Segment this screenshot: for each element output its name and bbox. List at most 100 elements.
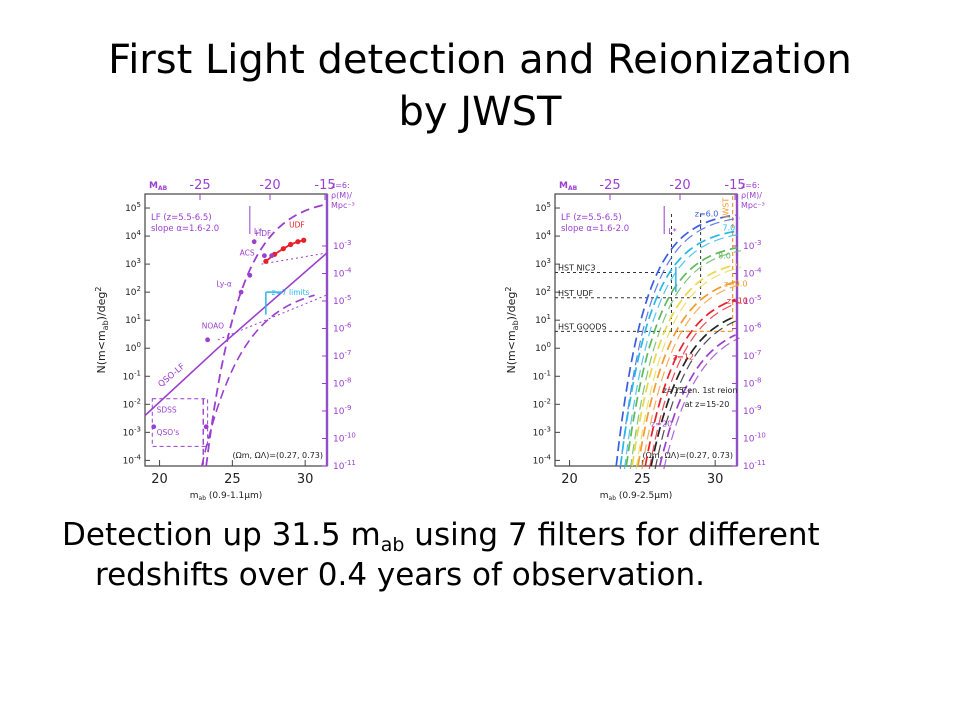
top-tick-label: -20	[669, 178, 690, 193]
annotation-z15: z=15	[663, 386, 684, 395]
right-tick-label: 10-9	[333, 404, 351, 417]
x-tick-label: 30	[707, 472, 724, 487]
annotation-cen1streion: Cen. 1st reion	[682, 386, 738, 395]
redshift-curve-pair	[641, 283, 742, 470]
redshift-curve-pair	[629, 250, 742, 470]
udf-red-point	[280, 246, 286, 252]
redshift-curve	[631, 263, 738, 467]
slide-title: First Light detection and Reionization b…	[40, 34, 920, 138]
annotation-z7limits: z=7 limits	[272, 288, 310, 297]
annotation-udf: UDF	[289, 221, 305, 230]
legend-text: LF (z=5.5-6.5)	[561, 213, 622, 223]
y-tick-label: 101	[125, 313, 141, 326]
sdss-box	[151, 398, 209, 447]
right-tick-label: 10-9	[743, 404, 761, 417]
purple-data-point	[261, 253, 267, 259]
y-tick-label: 10-4	[533, 453, 552, 466]
redshift-curve	[619, 230, 738, 467]
y-tick-label: 103	[535, 257, 551, 270]
redshift-curve-pair	[654, 318, 740, 470]
udf-red-point	[301, 237, 307, 243]
y-tick-label: 104	[125, 229, 141, 242]
annotation-acs: ACS	[240, 249, 255, 258]
x-axis-label: mab (0.9-2.5μm)	[600, 491, 673, 502]
y-tick-label: 105	[535, 201, 551, 214]
annotation-z60: z=6.0	[695, 209, 719, 218]
annotation-qsos: QSO's	[157, 428, 180, 437]
caption-text-pre: Detection up 31.5 m	[62, 517, 381, 553]
y-tick-label: 10-2	[533, 397, 551, 410]
right-tick-label: 10-7	[333, 349, 351, 362]
top-tick-label: -15	[314, 178, 335, 193]
legend-text: slope α=1.6-2.0	[151, 224, 219, 234]
annotation-z20: z=20	[651, 420, 672, 429]
annotation-70: 7.0	[722, 223, 735, 232]
purple-data-point	[247, 272, 253, 278]
y-tick-label: 100	[535, 341, 551, 354]
top-axis-label: MAB	[149, 181, 168, 192]
purple-data-point	[251, 239, 257, 245]
survey-label: HST NIC3	[558, 264, 596, 273]
annotation-z10: z=10	[727, 296, 748, 305]
y-tick-label: 10-3	[533, 425, 551, 438]
right-tick-label: 10-10	[333, 432, 356, 445]
x-tick-label: 25	[634, 472, 651, 487]
right-tick-label: 10-5	[743, 294, 761, 307]
caption-sub: ab	[380, 534, 405, 556]
y-tick-label: 102	[535, 285, 551, 298]
redshift-curve-pair	[619, 217, 740, 470]
right-tick-label: 10-11	[333, 459, 356, 472]
right-tick-label: 10-5	[333, 294, 351, 307]
right-tick-label: 10-3	[333, 239, 351, 252]
right-axis-header: z=6:	[741, 181, 760, 190]
legend-text: LF (z=5.5-6.5)	[151, 213, 212, 223]
top-tick-label: -25	[599, 178, 620, 193]
galaxy-lf-dashed-lower	[201, 294, 315, 467]
x-tick-label: 30	[297, 472, 314, 487]
galaxy-lf-dashed-upper	[205, 203, 327, 467]
purple-data-point	[205, 337, 211, 343]
right-tick-label: 10-8	[743, 377, 761, 390]
purple-data-point	[269, 253, 275, 259]
redshift-curve	[650, 315, 736, 467]
title-line-2: by JWST	[398, 89, 562, 135]
redshift-curve-pair	[648, 301, 740, 470]
purple-data-point	[238, 289, 244, 295]
y-tick-label: 102	[125, 285, 141, 298]
y-tick-label: 10-3	[123, 425, 141, 438]
right-tick-label: 10-11	[743, 459, 766, 472]
left-plot-svg: MAB -25 -20 -15 105 104 103 102 101 100 10-1 10-2 10…	[94, 178, 356, 502]
dotted-line-upper	[261, 252, 328, 265]
redshift-curve-pair	[635, 266, 742, 470]
right-axis-header: Mpc⁻³	[741, 201, 765, 210]
annotation-z12: z=12	[673, 352, 694, 361]
y-tick-label: 101	[535, 313, 551, 326]
udf-red-point	[295, 239, 301, 245]
lstar-label: L*	[668, 227, 676, 236]
redshift-curve	[615, 214, 736, 467]
right-tick-label: 10-6	[743, 322, 762, 335]
right-axis-header: ρ(M)/	[741, 191, 762, 200]
luminosity-function-plot-right: MAB -25 -20 -15 105 104 103 102 101 100 10-1 10-2 10…	[504, 172, 835, 507]
right-tick-label: 10-4	[333, 267, 352, 280]
y-tick-label: 10-2	[123, 397, 141, 410]
x-axis-label: mab (0.9-1.1μm)	[190, 491, 263, 502]
top-tick-label: -15	[724, 178, 745, 193]
x-tick-label: 20	[561, 472, 578, 487]
right-tick-label: 10-6	[333, 322, 352, 335]
y-tick-label: 100	[125, 341, 141, 354]
lstar-label: L*	[254, 227, 262, 236]
y-tick-label: 104	[535, 229, 551, 242]
y-tick-label: 105	[125, 201, 141, 214]
x-tick-label: 20	[151, 472, 168, 487]
y-tick-label: 103	[125, 257, 141, 270]
y-tick-label: 10-4	[123, 453, 142, 466]
cosmology-label: (Ωm, ΩΛ)=(0.27, 0.73)	[643, 451, 733, 460]
y-axis-label: N(m<mab)/deg2	[95, 287, 110, 374]
udf-red-point	[288, 241, 294, 248]
right-plot-svg: MAB -25 -20 -15 105 104 103 102 101 100 10-1 10-2 10…	[504, 178, 766, 502]
redshift-curve	[637, 280, 738, 467]
qso-lf-line	[144, 252, 328, 417]
redshift-curve-pair	[623, 233, 742, 470]
annotation-qsolf: QSO-LF	[157, 362, 188, 390]
